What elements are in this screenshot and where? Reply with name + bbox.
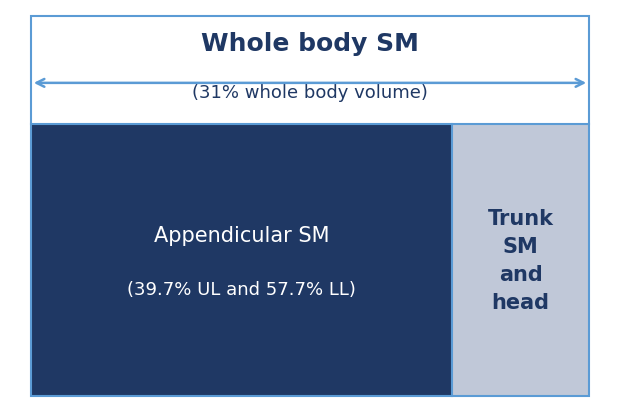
Text: (39.7% UL and 57.7% LL): (39.7% UL and 57.7% LL)	[127, 280, 356, 299]
Bar	[452, 125, 589, 396]
Text: Appendicular SM: Appendicular SM	[154, 226, 329, 246]
Text: Whole body SM: Whole body SM	[201, 32, 419, 56]
Bar	[31, 17, 589, 396]
Text: (31% whole body volume): (31% whole body volume)	[192, 83, 428, 101]
Text: Trunk
SM
and
head: Trunk SM and head	[488, 209, 554, 313]
Bar	[31, 125, 452, 396]
